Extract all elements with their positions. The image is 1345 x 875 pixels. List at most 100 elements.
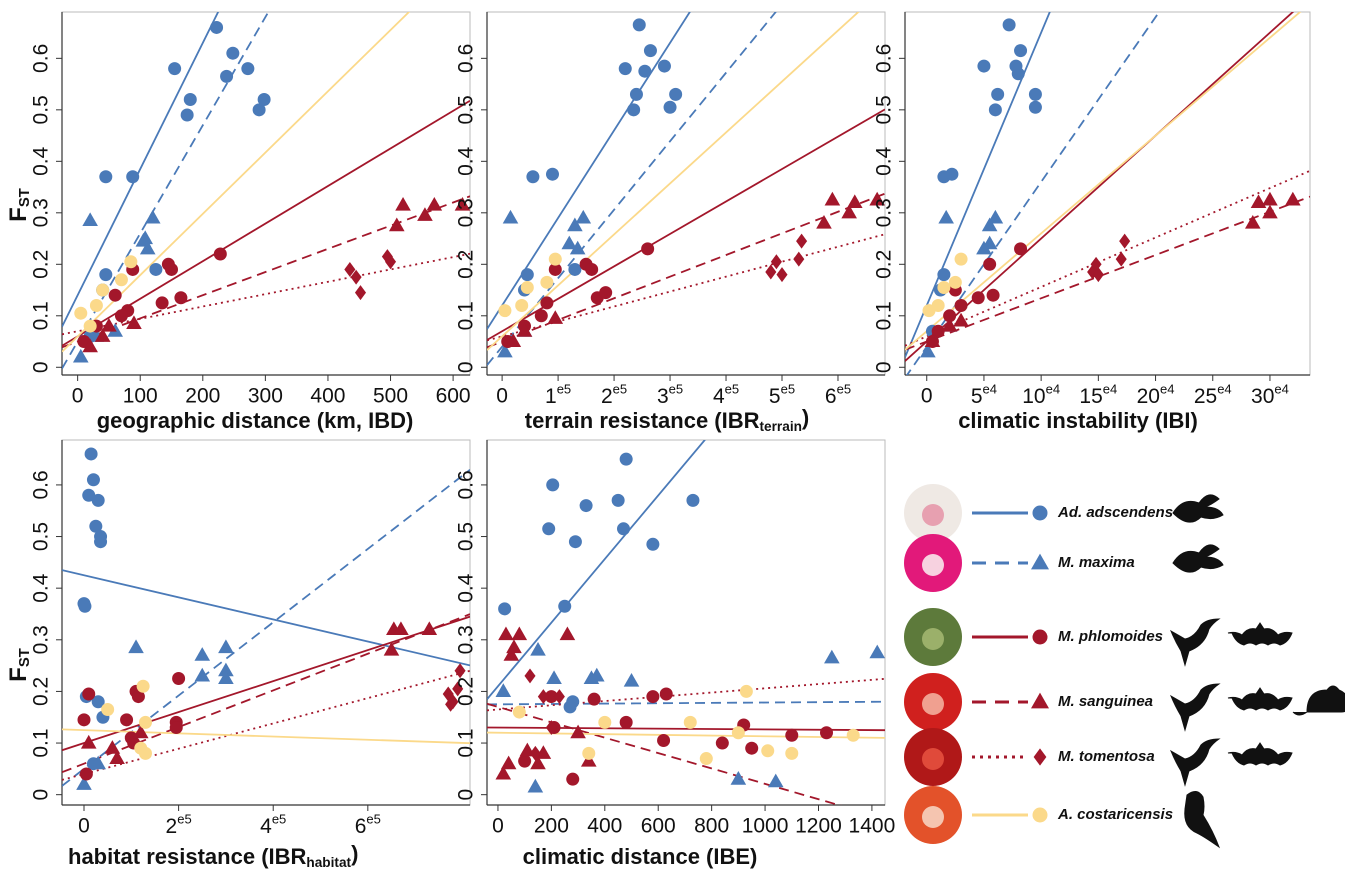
point — [629, 87, 643, 101]
point — [953, 312, 969, 327]
point — [1032, 629, 1048, 645]
point — [172, 672, 186, 686]
point — [1031, 553, 1049, 570]
point — [646, 537, 660, 551]
x-tick-label: 5e4 — [971, 382, 997, 408]
point — [1002, 18, 1016, 32]
y-tick-label: 0.2 — [455, 250, 478, 279]
y-tick-label: 0.6 — [455, 44, 478, 73]
point — [1244, 214, 1261, 229]
y-tick-label: 0.4 — [30, 146, 53, 176]
x-tick-label: 800 — [694, 815, 729, 838]
point — [534, 309, 548, 323]
x-axis-label-main: habitat resistance (IBR — [68, 844, 307, 869]
point — [542, 522, 556, 536]
x-tick-label: 25e4 — [1194, 382, 1232, 408]
x-tick-exp: e4 — [1217, 382, 1231, 397]
point — [816, 214, 832, 229]
fit-line — [905, 12, 1302, 351]
x-tick-label: 4e5 — [713, 382, 739, 408]
point — [99, 268, 113, 282]
point — [104, 740, 121, 754]
fit-line — [487, 440, 706, 700]
x-tick-exp: e4 — [1103, 382, 1117, 397]
point — [540, 296, 554, 310]
point — [530, 755, 546, 770]
point — [174, 291, 188, 305]
point — [1262, 191, 1278, 206]
point — [941, 317, 958, 332]
fit-line — [62, 12, 220, 328]
x-axis-label-main: climatic distance (IBE) — [523, 844, 758, 869]
point — [393, 621, 409, 635]
point — [241, 62, 255, 76]
y-tick-label: 0 — [30, 789, 53, 801]
point — [155, 296, 169, 310]
point — [82, 687, 96, 701]
fit-line — [62, 669, 470, 781]
point — [568, 262, 582, 276]
pollinator-icon — [1172, 494, 1224, 523]
point — [1032, 505, 1048, 521]
y-axis-label-sub: ST — [17, 188, 33, 207]
point — [350, 269, 362, 285]
point — [395, 196, 411, 211]
point — [426, 196, 443, 211]
point — [72, 348, 89, 363]
point — [638, 64, 652, 78]
point — [588, 667, 605, 682]
point — [1250, 194, 1267, 209]
fit-line — [62, 728, 470, 745]
y-tick-label: 0.5 — [873, 95, 896, 124]
point — [582, 746, 596, 760]
x-tick-exp: e5 — [272, 812, 286, 827]
x-tick-label: 0 — [496, 385, 508, 408]
point — [108, 288, 122, 302]
x-tick-base: 25 — [1194, 385, 1217, 408]
point — [568, 535, 582, 549]
point — [101, 317, 117, 332]
point — [77, 713, 91, 727]
x-tick-label: 3e5 — [657, 382, 683, 408]
point — [699, 752, 713, 766]
point — [84, 447, 98, 461]
point — [785, 728, 799, 742]
point — [134, 741, 148, 755]
point — [354, 285, 367, 301]
point — [869, 191, 885, 206]
point — [498, 304, 512, 318]
point — [627, 103, 641, 117]
y-tick-label: 0.1 — [873, 301, 896, 330]
fit-line — [62, 615, 470, 752]
x-tick-base: 6 — [825, 385, 837, 408]
point — [820, 726, 834, 740]
x-tick-label: 0 — [78, 815, 90, 838]
flower-center — [922, 504, 944, 526]
point — [619, 452, 633, 466]
point — [683, 715, 697, 729]
point — [954, 252, 968, 266]
point — [1262, 204, 1278, 219]
point — [520, 268, 534, 282]
fit-line — [62, 469, 470, 787]
point — [548, 262, 562, 276]
x-tick-label: 1400 — [849, 815, 896, 838]
y-tick-label: 0.5 — [455, 522, 478, 551]
x-tick-label: 0 — [492, 815, 504, 838]
point — [524, 668, 536, 684]
point — [846, 728, 860, 742]
point — [183, 93, 197, 107]
y-tick-label: 0.3 — [873, 198, 896, 227]
pollinator-icon — [1170, 738, 1221, 787]
point — [109, 750, 125, 765]
point — [169, 721, 183, 735]
point — [567, 217, 583, 232]
y-tick-label: 0.1 — [30, 728, 53, 757]
fit-line — [905, 12, 1161, 375]
x-tick-label: 4e5 — [260, 812, 286, 838]
point — [546, 670, 562, 685]
y-tick-label: 0.3 — [455, 625, 478, 654]
x-tick-label: 2e5 — [166, 812, 192, 838]
y-tick-label: 0.2 — [30, 677, 53, 706]
